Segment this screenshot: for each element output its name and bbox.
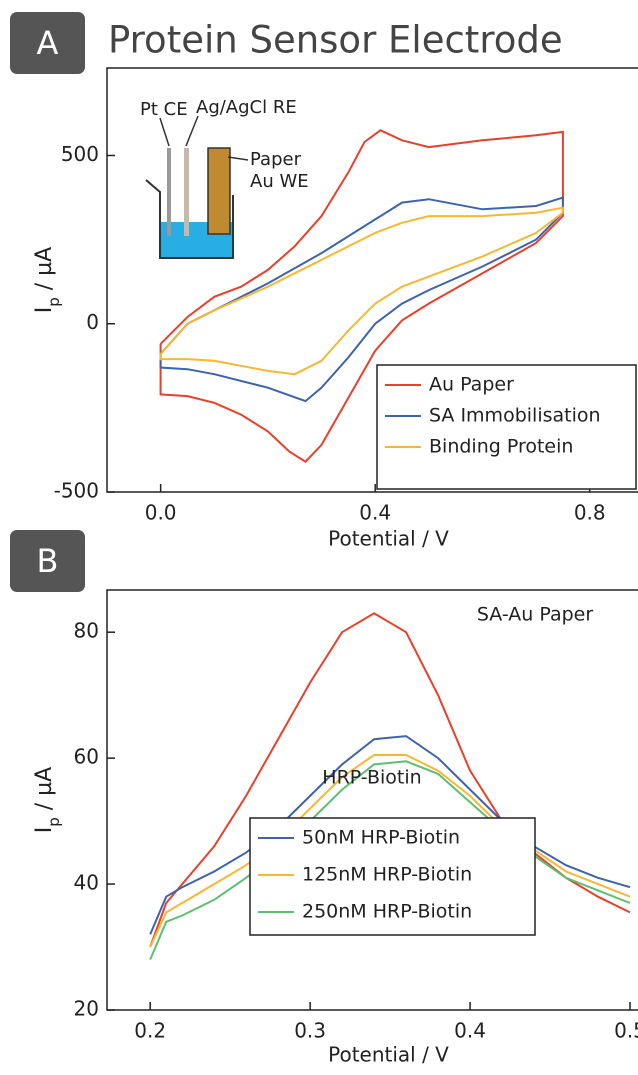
legend-label: SA Immobilisation xyxy=(429,405,601,427)
chart-title: Protein Sensor Electrode xyxy=(108,19,563,62)
y-axis-label-subscript: p xyxy=(45,297,63,307)
y-tick-label: -500 xyxy=(54,479,99,503)
legend-label: 125nM HRP-Biotin xyxy=(302,864,472,886)
series-line xyxy=(159,129,564,463)
inset-diagram xyxy=(145,115,249,259)
annotation: HRP-Biotin xyxy=(322,767,421,789)
x-tick-label: 0.4 xyxy=(359,501,391,525)
y-axis-label-subscript: p xyxy=(45,817,63,827)
inset-label: Paper xyxy=(250,149,302,170)
x-tick-label: 0.5 xyxy=(614,1019,638,1043)
y-axis-label: Ip / µA xyxy=(32,247,63,313)
panel-label-box xyxy=(10,530,85,592)
y-axis-label-symbol: I xyxy=(32,827,57,834)
inset-label: Au WE xyxy=(250,171,309,192)
axis-frame xyxy=(106,67,638,493)
y-tick-label: 500 xyxy=(61,142,99,166)
x-tick-label: 0.3 xyxy=(294,1019,326,1043)
series-line xyxy=(149,754,631,948)
series-line xyxy=(149,612,631,948)
plot-area xyxy=(149,612,631,960)
legend-label: Binding Protein xyxy=(429,436,573,458)
y-axis-label-unit: / µA xyxy=(32,767,57,817)
y-tick-label: 20 xyxy=(74,997,99,1021)
legend-label: Au Paper xyxy=(429,374,514,396)
x-axis-label: Potential / V xyxy=(328,527,449,551)
series-line xyxy=(149,735,631,935)
legend-label: 250nM HRP-Biotin xyxy=(302,901,472,923)
y-tick-label: 40 xyxy=(74,871,99,895)
legend-box xyxy=(249,817,536,936)
series-line xyxy=(159,206,564,376)
plot-area xyxy=(159,129,564,463)
annotation: SA-Au Paper xyxy=(477,604,594,626)
y-axis-label-symbol: I xyxy=(32,307,57,314)
y-tick-label: 60 xyxy=(74,745,99,769)
x-tick-label: 0.0 xyxy=(145,501,177,525)
x-axis-label: Potential / V xyxy=(328,1043,449,1067)
legend-label: 50nM HRP-Biotin xyxy=(302,827,460,849)
y-axis-label-unit: / µA xyxy=(32,247,57,297)
x-tick-label: 0.2 xyxy=(134,1019,166,1043)
axis-frame xyxy=(106,589,638,1011)
y-axis-label: Ip / µA xyxy=(32,767,63,833)
inset-label: Pt CE xyxy=(140,99,188,120)
y-tick-label: 80 xyxy=(74,619,99,643)
x-tick-label: 0.8 xyxy=(574,501,606,525)
series-line xyxy=(149,760,631,960)
panel-label-box xyxy=(10,12,85,74)
panel-label: A xyxy=(37,24,59,62)
inset-label: Ag/AgCl RE xyxy=(196,97,297,118)
x-tick-label: 0.4 xyxy=(454,1019,486,1043)
y-tick-label: 0 xyxy=(86,310,99,334)
panel-label: B xyxy=(37,542,59,580)
series-line xyxy=(159,196,564,403)
